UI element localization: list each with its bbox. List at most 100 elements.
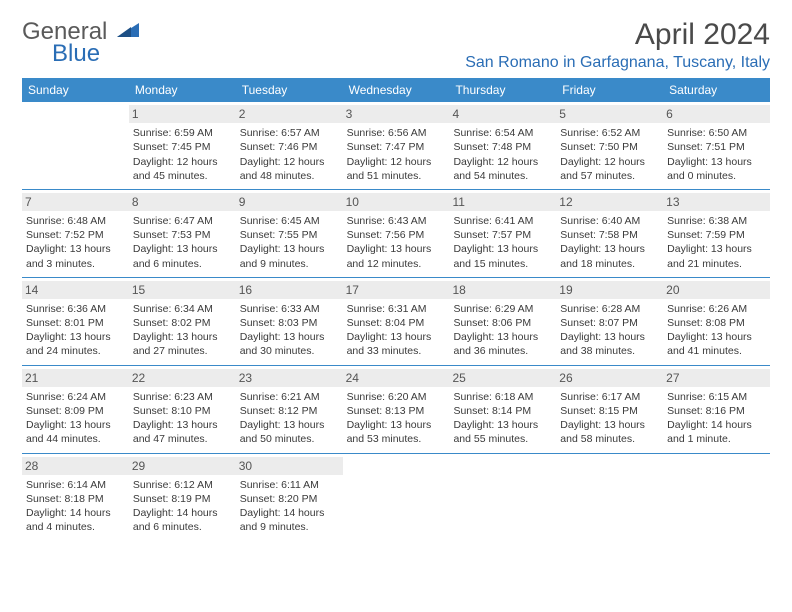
day-number: 27	[663, 369, 770, 387]
sunset-text: Sunset: 8:04 PM	[347, 316, 444, 330]
sunrise-text: Sunrise: 6:47 AM	[133, 214, 230, 228]
sunrise-text: Sunrise: 6:43 AM	[347, 214, 444, 228]
day-number: 13	[663, 193, 770, 211]
day-cell: 17Sunrise: 6:31 AMSunset: 8:04 PMDayligh…	[343, 278, 450, 365]
daylight-text: Daylight: 13 hours and 3 minutes.	[26, 242, 123, 270]
sunrise-text: Sunrise: 6:38 AM	[667, 214, 764, 228]
dayhead-sun: Sunday	[22, 78, 129, 102]
sunset-text: Sunset: 8:09 PM	[26, 404, 123, 418]
day-number: 15	[129, 281, 236, 299]
daylight-text: Daylight: 13 hours and 21 minutes.	[667, 242, 764, 270]
day-header-row: Sunday Monday Tuesday Wednesday Thursday…	[22, 78, 770, 102]
day-cell: 24Sunrise: 6:20 AMSunset: 8:13 PMDayligh…	[343, 366, 450, 453]
sunrise-text: Sunrise: 6:57 AM	[240, 126, 337, 140]
sunrise-text: Sunrise: 6:21 AM	[240, 390, 337, 404]
location-text: San Romano in Garfagnana, Tuscany, Italy	[465, 54, 770, 72]
day-number: 11	[449, 193, 556, 211]
sunrise-text: Sunrise: 6:50 AM	[667, 126, 764, 140]
sunrise-text: Sunrise: 6:15 AM	[667, 390, 764, 404]
sunset-text: Sunset: 7:52 PM	[26, 228, 123, 242]
daylight-text: Daylight: 13 hours and 0 minutes.	[667, 155, 764, 183]
day-number: 12	[556, 193, 663, 211]
day-cell: 21Sunrise: 6:24 AMSunset: 8:09 PMDayligh…	[22, 366, 129, 453]
week-row: 1Sunrise: 6:59 AMSunset: 7:45 PMDaylight…	[22, 102, 770, 190]
day-cell: 11Sunrise: 6:41 AMSunset: 7:57 PMDayligh…	[449, 190, 556, 277]
day-cell: 10Sunrise: 6:43 AMSunset: 7:56 PMDayligh…	[343, 190, 450, 277]
day-cell: 25Sunrise: 6:18 AMSunset: 8:14 PMDayligh…	[449, 366, 556, 453]
week-row: 7Sunrise: 6:48 AMSunset: 7:52 PMDaylight…	[22, 190, 770, 278]
sunrise-text: Sunrise: 6:34 AM	[133, 302, 230, 316]
sunrise-text: Sunrise: 6:59 AM	[133, 126, 230, 140]
sunset-text: Sunset: 8:13 PM	[347, 404, 444, 418]
day-cell: 15Sunrise: 6:34 AMSunset: 8:02 PMDayligh…	[129, 278, 236, 365]
sunset-text: Sunset: 7:47 PM	[347, 140, 444, 154]
day-number: 28	[22, 457, 129, 475]
day-cell: 1Sunrise: 6:59 AMSunset: 7:45 PMDaylight…	[129, 102, 236, 189]
day-cell: 16Sunrise: 6:33 AMSunset: 8:03 PMDayligh…	[236, 278, 343, 365]
sunset-text: Sunset: 8:06 PM	[453, 316, 550, 330]
sunrise-text: Sunrise: 6:54 AM	[453, 126, 550, 140]
day-number: 3	[343, 105, 450, 123]
daylight-text: Daylight: 13 hours and 36 minutes.	[453, 330, 550, 358]
month-title: April 2024	[465, 18, 770, 52]
day-cell	[449, 454, 556, 541]
sunrise-text: Sunrise: 6:14 AM	[26, 478, 123, 492]
day-cell: 22Sunrise: 6:23 AMSunset: 8:10 PMDayligh…	[129, 366, 236, 453]
daylight-text: Daylight: 13 hours and 12 minutes.	[347, 242, 444, 270]
daylight-text: Daylight: 14 hours and 4 minutes.	[26, 506, 123, 534]
dayhead-sat: Saturday	[663, 78, 770, 102]
sunset-text: Sunset: 7:58 PM	[560, 228, 657, 242]
sunset-text: Sunset: 8:20 PM	[240, 492, 337, 506]
dayhead-mon: Monday	[129, 78, 236, 102]
sunrise-text: Sunrise: 6:28 AM	[560, 302, 657, 316]
sunset-text: Sunset: 7:51 PM	[667, 140, 764, 154]
week-row: 14Sunrise: 6:36 AMSunset: 8:01 PMDayligh…	[22, 278, 770, 366]
dayhead-tue: Tuesday	[236, 78, 343, 102]
sunrise-text: Sunrise: 6:45 AM	[240, 214, 337, 228]
sunset-text: Sunset: 7:50 PM	[560, 140, 657, 154]
day-number: 6	[663, 105, 770, 123]
sunrise-text: Sunrise: 6:48 AM	[26, 214, 123, 228]
daylight-text: Daylight: 14 hours and 1 minute.	[667, 418, 764, 446]
daylight-text: Daylight: 13 hours and 47 minutes.	[133, 418, 230, 446]
sunrise-text: Sunrise: 6:26 AM	[667, 302, 764, 316]
sunset-text: Sunset: 8:16 PM	[667, 404, 764, 418]
dayhead-fri: Friday	[556, 78, 663, 102]
day-cell: 27 Sunrise: 6:15 AMSunset: 8:16 PMDayligh…	[663, 366, 770, 453]
day-number: 2	[236, 105, 343, 123]
sunrise-text: Sunrise: 6:12 AM	[133, 478, 230, 492]
sunset-text: Sunset: 8:12 PM	[240, 404, 337, 418]
daylight-text: Daylight: 12 hours and 54 minutes.	[453, 155, 550, 183]
brand-part2: Blue	[52, 40, 139, 68]
day-cell: 6 Sunrise: 6:50 AMSunset: 7:51 PMDaylight…	[663, 102, 770, 189]
day-cell: 26Sunrise: 6:17 AMSunset: 8:15 PMDayligh…	[556, 366, 663, 453]
sunset-text: Sunset: 7:57 PM	[453, 228, 550, 242]
day-number: 25	[449, 369, 556, 387]
day-cell: 7 Sunrise: 6:48 AMSunset: 7:52 PMDaylight…	[22, 190, 129, 277]
day-cell: 20Sunrise: 6:26 AMSunset: 8:08 PMDayligh…	[663, 278, 770, 365]
day-number: 29	[129, 457, 236, 475]
sunset-text: Sunset: 7:46 PM	[240, 140, 337, 154]
day-number: 7	[22, 193, 129, 211]
sunrise-text: Sunrise: 6:20 AM	[347, 390, 444, 404]
page-header: General Blue April 2024 San Romano in Ga…	[22, 18, 770, 72]
day-number: 17	[343, 281, 450, 299]
day-number: 1	[129, 105, 236, 123]
daylight-text: Daylight: 13 hours and 30 minutes.	[240, 330, 337, 358]
daylight-text: Daylight: 13 hours and 44 minutes.	[26, 418, 123, 446]
day-number: 19	[556, 281, 663, 299]
title-block: April 2024 San Romano in Garfagnana, Tus…	[465, 18, 770, 72]
day-cell: 18Sunrise: 6:29 AMSunset: 8:06 PMDayligh…	[449, 278, 556, 365]
sunset-text: Sunset: 8:02 PM	[133, 316, 230, 330]
day-cell	[556, 454, 663, 541]
week-row: 28Sunrise: 6:14 AMSunset: 8:18 PMDayligh…	[22, 454, 770, 541]
day-number: 23	[236, 369, 343, 387]
sunrise-text: Sunrise: 6:29 AM	[453, 302, 550, 316]
daylight-text: Daylight: 14 hours and 9 minutes.	[240, 506, 337, 534]
dayhead-wed: Wednesday	[343, 78, 450, 102]
sunset-text: Sunset: 7:53 PM	[133, 228, 230, 242]
sunset-text: Sunset: 8:01 PM	[26, 316, 123, 330]
day-number: 16	[236, 281, 343, 299]
day-cell	[343, 454, 450, 541]
day-cell: 9Sunrise: 6:45 AMSunset: 7:55 PMDaylight…	[236, 190, 343, 277]
